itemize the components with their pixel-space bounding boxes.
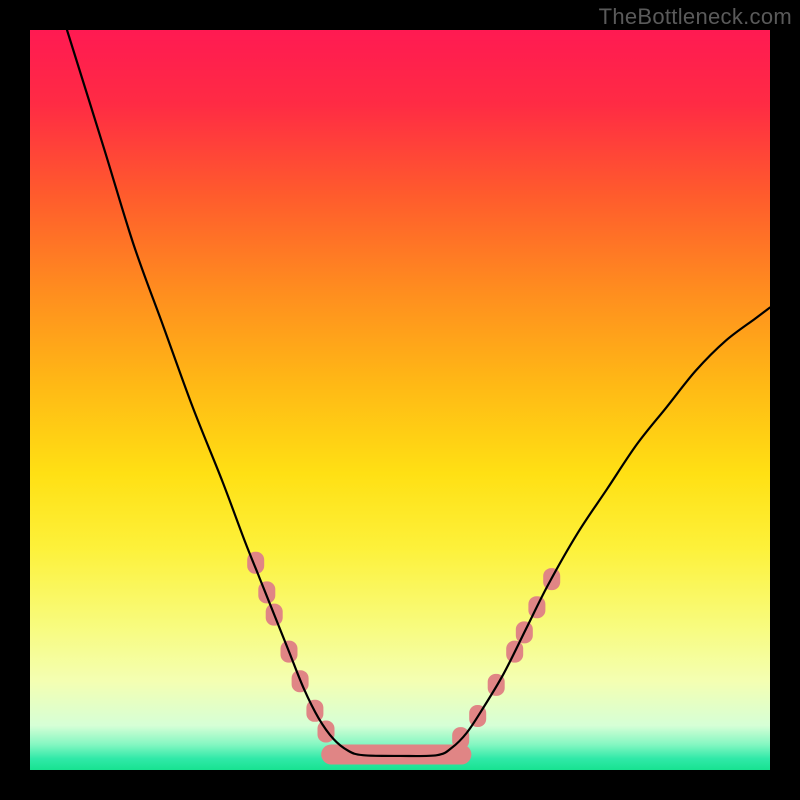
plot-background xyxy=(30,30,770,770)
watermark-text: TheBottleneck.com xyxy=(599,4,792,30)
marker-left-1 xyxy=(258,581,275,603)
bottleneck-chart xyxy=(0,0,800,800)
